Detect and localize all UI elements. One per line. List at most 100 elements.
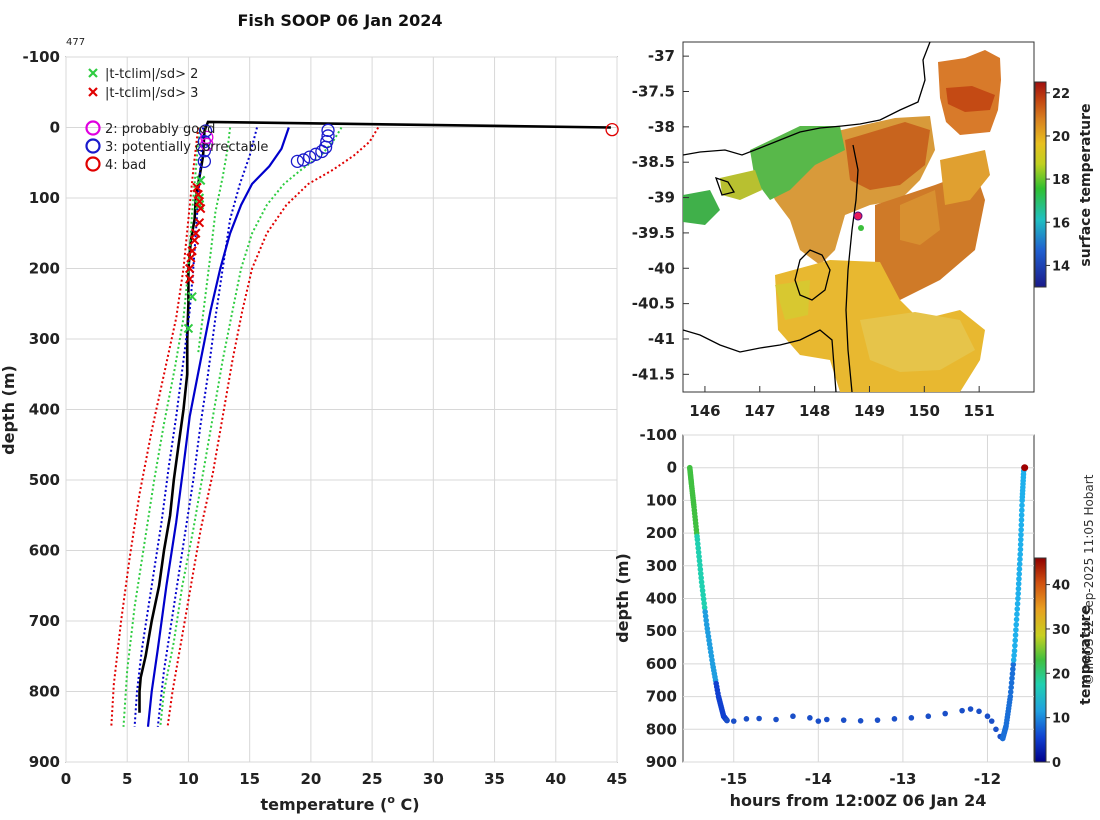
- dt-point-ascent: [1009, 670, 1016, 677]
- legend-label: 4: bad: [105, 158, 146, 173]
- dt-xtick-label: -12: [974, 770, 1001, 788]
- map-ytick-label: -37.5: [632, 82, 675, 100]
- dt-point-ascent: [1014, 606, 1021, 612]
- dt-ytick-label: 900: [646, 753, 677, 771]
- map-ytick-label: -40: [648, 259, 675, 277]
- dt-xlabel: hours from 12:00Z 06 Jan 24: [730, 791, 987, 810]
- profile-ytick-label: 400: [29, 401, 60, 419]
- temp-colorbar-tick-label: 20: [1052, 667, 1070, 682]
- temp-colorbar-tick-label: 40: [1052, 579, 1070, 594]
- profile-xtick-label: 35: [484, 770, 505, 788]
- profile-ytick-label: 600: [29, 542, 60, 560]
- dt-point-ascent: [1016, 571, 1022, 577]
- dt-point-bottom: [891, 716, 898, 722]
- dt-point-ascent: [1007, 693, 1014, 700]
- dt-point-ascent: [1018, 536, 1024, 543]
- dt-point-bottom: [840, 717, 847, 723]
- temp-colorbar-tick-label: 30: [1052, 623, 1070, 638]
- flag-correctable: [197, 154, 212, 168]
- profile-ytick-label: 900: [29, 753, 60, 771]
- sst-colorbar-tick-label: 18: [1052, 173, 1070, 188]
- dt-point-descent: [701, 600, 707, 607]
- xflag-3sd: [187, 246, 197, 256]
- temp-colorbar-tick-label: 10: [1052, 712, 1070, 727]
- dt-point-ascent: [1018, 531, 1024, 538]
- dt-ytick-label: 100: [646, 491, 677, 509]
- dt-point-descent: [699, 587, 706, 594]
- profile-series-sd3-high: [166, 126, 380, 727]
- xflag-3sd: [192, 182, 202, 193]
- dt-point-descent: [695, 541, 701, 547]
- temp-colorbar-tick-label: 0: [1052, 756, 1061, 771]
- sst-colorbar-tick-label: 20: [1052, 130, 1070, 145]
- dt-point-descent: [697, 566, 704, 573]
- dt-point-ascent: [1015, 590, 1021, 597]
- dt-ytick-label: 700: [646, 688, 677, 706]
- flag-correctable: [318, 140, 333, 154]
- sst-colorbar-tick-label: 16: [1052, 216, 1070, 231]
- sst-field: [683, 50, 1001, 392]
- dt-point-ascent: [1015, 580, 1022, 587]
- map-ytick-label: -41.5: [632, 365, 675, 383]
- legend-marker: [85, 156, 101, 172]
- flag-probably-good: [200, 130, 214, 145]
- map-ytick-label: -38: [648, 118, 675, 136]
- xflag-3sd: [184, 274, 195, 284]
- dt-point-descent: [696, 558, 703, 564]
- dt-point-ascent: [1010, 666, 1016, 672]
- dt-point-ascent: [1015, 595, 1021, 602]
- dt-point-ascent: [1019, 502, 1025, 509]
- profile-ytick-label: 300: [29, 330, 60, 348]
- profile-id: 477: [66, 37, 85, 48]
- dt-point-descent: [698, 575, 704, 581]
- dt-point-ascent: [1016, 566, 1023, 572]
- profile-ytick-label: 0: [50, 119, 60, 137]
- dt-point-ascent: [1008, 684, 1014, 691]
- credit-text: © IMOS 22-Sep-2025 11:05 Hobart: [1082, 474, 1096, 685]
- legend-label: |t-tclim|/sd> 2: [105, 67, 198, 82]
- dt-point-descent: [702, 613, 709, 619]
- profile-legend: |t-tclim|/sd> 2 |t-tclim|/sd> 3 2: probabl…: [85, 67, 268, 173]
- xflag-3sd: [194, 196, 205, 207]
- profile-xtick-label: 15: [239, 770, 260, 788]
- profile-ytick-label: 800: [29, 683, 60, 701]
- profile-ytick-label: 700: [29, 612, 60, 630]
- dt-ytick-label: 300: [646, 557, 677, 575]
- dt-point-descent: [697, 562, 703, 568]
- xflag-2sd: [183, 323, 194, 334]
- profile-xlabel-sup: o: [387, 793, 395, 806]
- profile-xtick-label: 0: [61, 770, 71, 788]
- dt-point-bottom: [984, 713, 991, 720]
- dt-point-bottom: [874, 717, 881, 723]
- map-xtick-label: 151: [964, 402, 995, 420]
- dt-ytick-label: 400: [646, 590, 677, 608]
- dt-point-descent: [699, 583, 705, 590]
- dt-point-bottom: [790, 713, 796, 720]
- dt-point-ascent: [1017, 541, 1024, 548]
- dt-point-ascent: [1017, 556, 1023, 563]
- flag-correctable: [296, 153, 311, 167]
- profile-ytick-label: -100: [22, 48, 60, 66]
- flag-correctable: [303, 150, 317, 164]
- dt-point-ascent: [1017, 546, 1024, 553]
- xflag-3sd: [191, 228, 201, 238]
- dt-point-descent: [695, 545, 702, 551]
- dt-ytick-label: 0: [667, 459, 677, 477]
- profile-xtick-label: 20: [300, 770, 321, 788]
- track-point-start: [853, 211, 863, 221]
- dt-ylabel: depth (m): [613, 553, 632, 643]
- dt-point-ascent: [1008, 680, 1015, 686]
- dt-point-descent: [695, 549, 702, 556]
- dt-point-bottom: [925, 713, 932, 720]
- dt-point-ascent: [1013, 621, 1020, 628]
- dt-point-ascent: [1014, 611, 1020, 617]
- dt-point-bottom: [857, 717, 864, 724]
- legend-marker: [85, 138, 101, 154]
- dt-point-ascent: [1014, 600, 1021, 607]
- dt-point-bottom: [942, 710, 948, 717]
- profile-ytick-label: 100: [29, 189, 60, 207]
- flag-correctable: [290, 154, 305, 168]
- dt-xtick-label: -15: [720, 770, 747, 788]
- dt-point-descent: [700, 592, 706, 598]
- dt-ytick-label: -100: [639, 426, 677, 444]
